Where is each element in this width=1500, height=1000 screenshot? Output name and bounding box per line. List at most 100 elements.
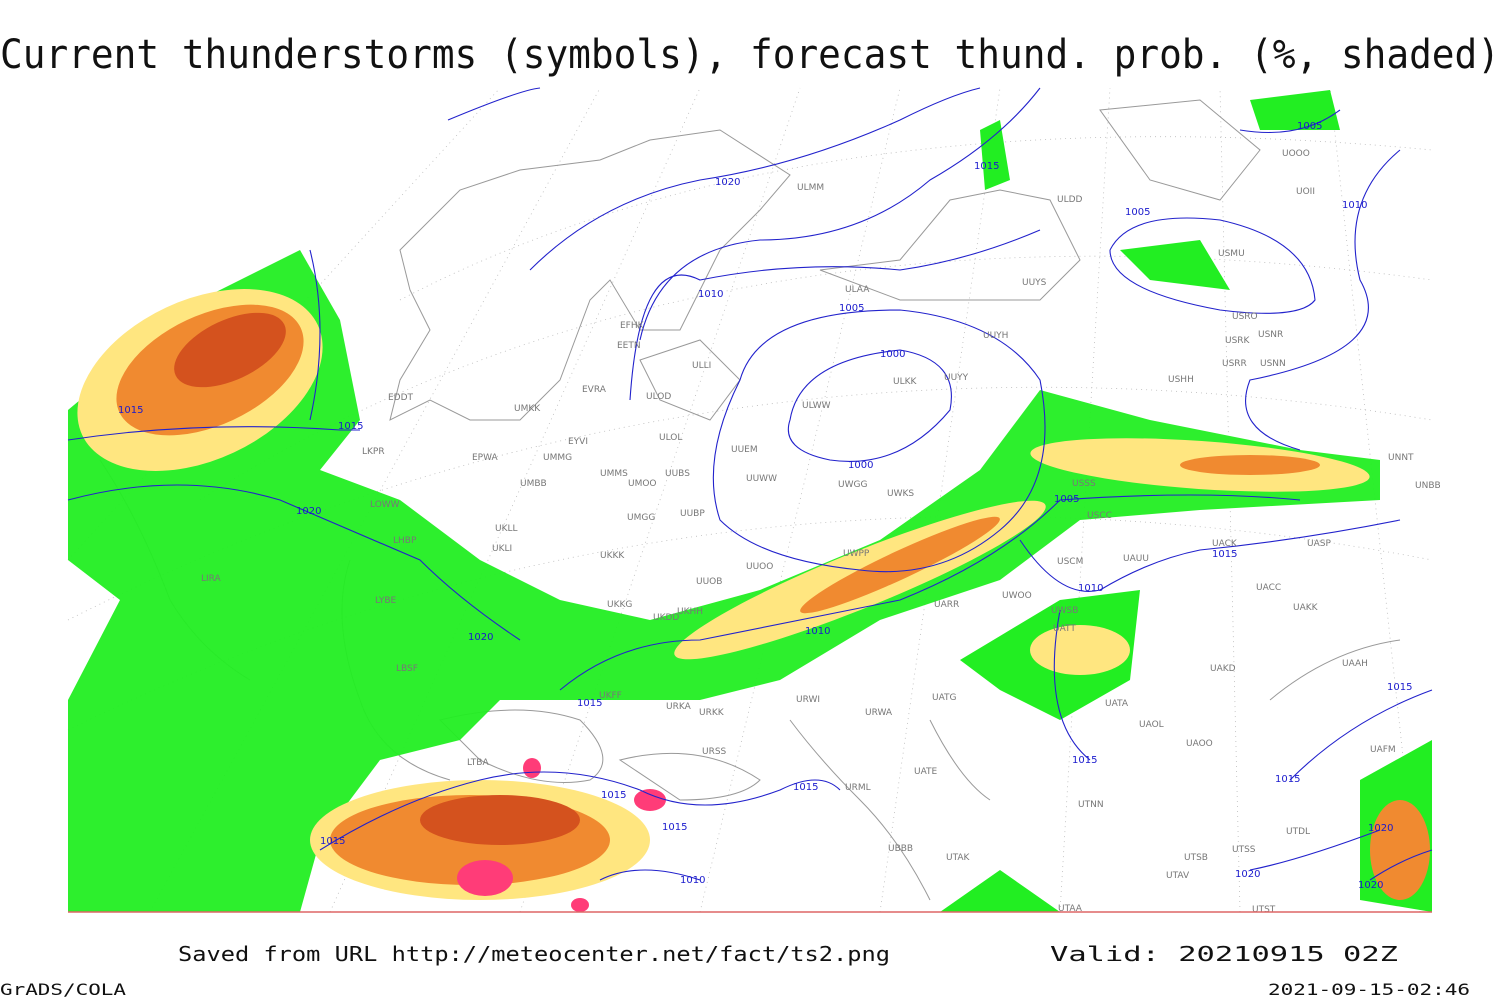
station-label: URKA	[666, 702, 692, 712]
station-label: UAOO	[1186, 739, 1213, 749]
isobar-label: 1020	[296, 506, 321, 517]
station-label: URML	[845, 783, 871, 793]
probability-highest	[174, 312, 286, 388]
station-label: UKDD	[653, 613, 679, 623]
station-label: UMMG	[543, 453, 572, 463]
station-label: UKLI	[492, 544, 512, 554]
station-label: UMBB	[520, 479, 547, 489]
isobar-label: 1020	[1368, 823, 1393, 834]
station-label: UKHH	[677, 607, 703, 617]
station-label: UTAV	[1166, 871, 1190, 881]
isobar-label: 1020	[715, 177, 740, 188]
isobar-label: 1015	[1387, 682, 1412, 693]
probability-high	[1180, 455, 1320, 475]
station-label: ULLI	[692, 361, 711, 371]
station-label: URWI	[796, 695, 820, 705]
station-label: ULOL	[659, 433, 682, 443]
station-label: ULWW	[802, 401, 831, 411]
station-label: UWKS	[887, 489, 914, 499]
station-label: EVRA	[582, 385, 607, 395]
station-label: UAKD	[1210, 664, 1236, 674]
station-label: LTBA	[467, 758, 489, 768]
station-label: UUOB	[696, 577, 722, 587]
thunderstorm-symbols	[457, 860, 513, 896]
thunderstorm-symbols	[523, 758, 541, 778]
station-label: UARR	[934, 600, 959, 610]
station-label: USSS	[1072, 479, 1096, 489]
isobar-label: 1015	[1212, 549, 1237, 560]
isobar-label: 1010	[805, 626, 830, 637]
station-label: UAKK	[1293, 603, 1319, 613]
station-label: UMMS	[600, 469, 628, 479]
station-label: EFHK	[620, 321, 645, 331]
probability-low	[68, 250, 1380, 912]
station-label: UUYY	[944, 373, 969, 383]
thunderstorm-symbols	[634, 789, 666, 811]
station-label: USNR	[1258, 330, 1283, 340]
station-label: UKLL	[495, 524, 518, 534]
station-label: UKFF	[599, 691, 622, 701]
station-label: UBBB	[888, 844, 913, 854]
station-label: UTNN	[1078, 800, 1104, 810]
station-label: UATT	[1053, 624, 1076, 634]
station-label: UAAH	[1342, 659, 1368, 669]
isobar-label: 1010	[1342, 200, 1367, 211]
station-label: UAOL	[1139, 720, 1164, 730]
station-label: UTAA	[1058, 904, 1083, 914]
station-label: UUWW	[746, 474, 777, 484]
station-label: UMOO	[628, 479, 657, 489]
station-label: LBSF	[396, 664, 418, 674]
station-label: UNBB	[1415, 481, 1441, 491]
station-label: EDDT	[388, 393, 414, 403]
isobar-label: 1015	[118, 405, 143, 416]
station-label: USRK	[1225, 336, 1251, 346]
station-label: LOWW	[370, 500, 400, 510]
station-label: EETN	[617, 341, 641, 351]
station-label: ULMM	[797, 183, 824, 193]
station-label: UWGG	[838, 480, 867, 490]
station-label: URSS	[702, 747, 727, 757]
probability-medium	[1030, 625, 1130, 675]
probability-low	[940, 90, 1432, 912]
station-label: EYVI	[568, 437, 588, 447]
station-label: UWSB	[1051, 606, 1078, 616]
isobar-label: 1010	[1078, 583, 1103, 594]
station-label: UTSB	[1184, 853, 1208, 863]
thunderstorm-symbols	[571, 898, 589, 912]
isobar-label: 1015	[1275, 774, 1300, 785]
station-label: UOII	[1296, 187, 1315, 197]
probability-high	[1370, 800, 1430, 900]
isobar-label: 1005	[1054, 494, 1079, 505]
map-area: 1015 1015 1020 1020 1015 1015 1015 1015 1010 1020…	[67, 87, 1441, 915]
isobar-label: 1010	[698, 289, 723, 300]
source-url: Saved from URL http://meteocenter.net/fa…	[178, 942, 890, 966]
isobar-label: 1000	[848, 460, 873, 471]
station-label: USHH	[1168, 375, 1194, 385]
isobar-label: 1020	[1235, 869, 1260, 880]
isobar-label: 1000	[880, 349, 905, 360]
station-label: ULDD	[1057, 195, 1083, 205]
station-label: USCC	[1087, 511, 1112, 521]
map-labels: 1015 1015 1020 1020 1015 1015 1015 1015 1010 1020…	[118, 121, 1441, 915]
software: GrADS/COLA	[0, 980, 126, 999]
station-label: UMKK	[514, 404, 541, 414]
isobar-label: 1015	[601, 790, 626, 801]
station-label: ULAA	[845, 285, 870, 295]
isobar-label: 1015	[320, 836, 345, 847]
station-label: UTST	[1252, 905, 1276, 915]
station-label: URWA	[865, 708, 893, 718]
station-label: UUEM	[731, 445, 758, 455]
station-label: URKK	[699, 708, 725, 718]
station-label: USMU	[1218, 249, 1245, 259]
valid-time: Valid: 20210915 02Z	[1050, 942, 1398, 966]
station-label: UUYS	[1022, 278, 1047, 288]
isobar-label: 1015	[338, 421, 363, 432]
station-label: UUYH	[983, 331, 1008, 341]
station-label: UTDL	[1286, 827, 1310, 837]
station-label: UAFM	[1370, 745, 1396, 755]
isobar-label: 1015	[577, 698, 602, 709]
station-label: UKKK	[600, 551, 625, 561]
station-label: UACK	[1212, 539, 1238, 549]
station-label: UNNT	[1388, 453, 1414, 463]
